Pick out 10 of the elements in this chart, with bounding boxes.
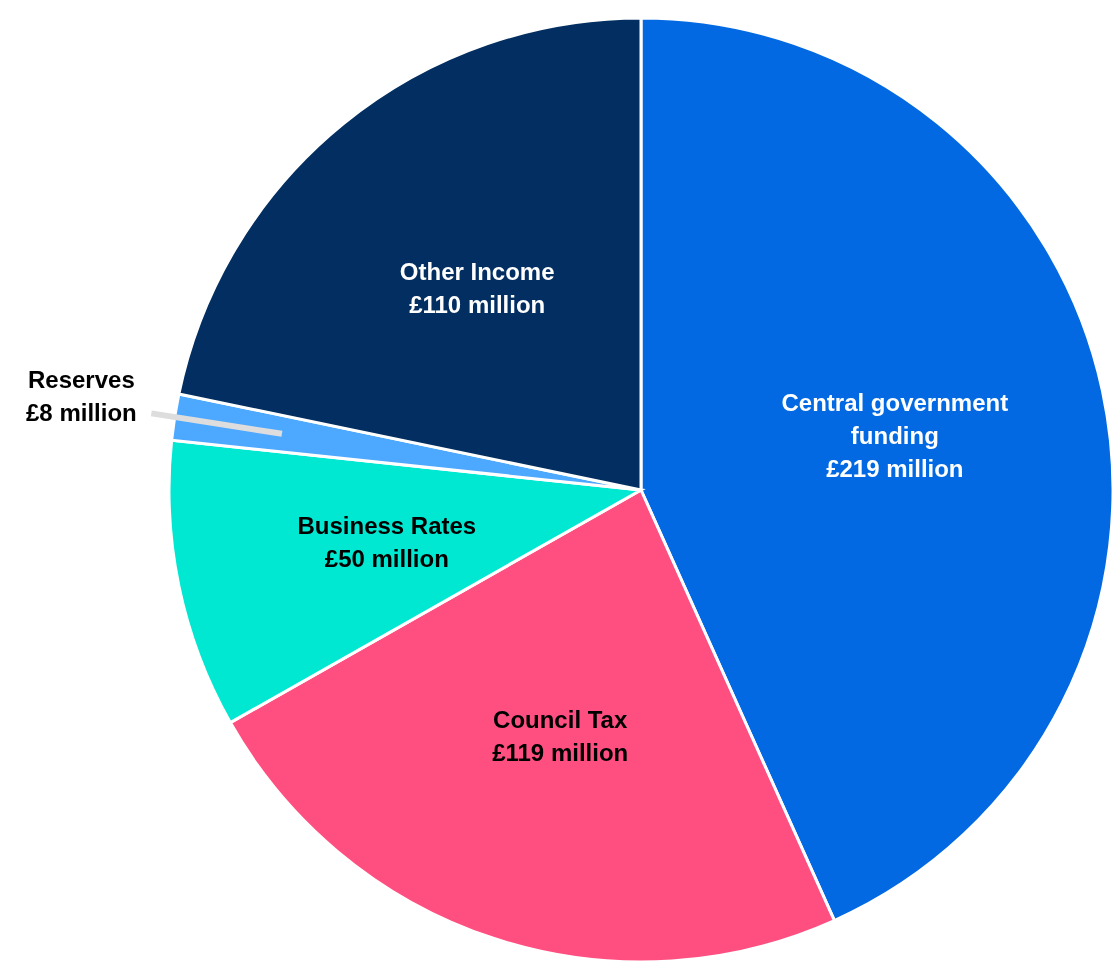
slice-label: Central government funding xyxy=(781,388,1009,449)
data-label: £8 million xyxy=(26,399,137,427)
slice-label: Council Tax xyxy=(493,706,628,734)
data-label: £50 million xyxy=(324,545,449,573)
slice-label: Business Rates xyxy=(297,512,477,540)
slice-label: Reserves xyxy=(27,366,135,394)
data-label: £219 million xyxy=(826,454,964,482)
data-label: £119 million xyxy=(492,739,629,767)
slice-label: Other Income xyxy=(399,258,555,286)
data-label: £110 million xyxy=(409,291,546,319)
